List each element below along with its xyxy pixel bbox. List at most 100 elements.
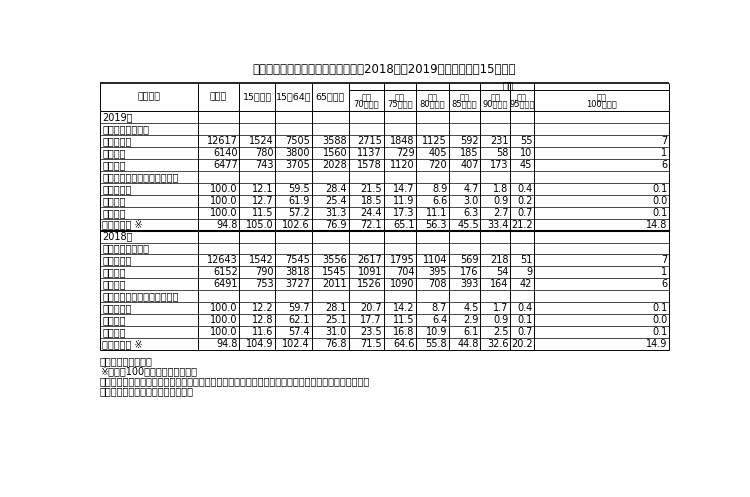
Text: 男女計: 男女計: [102, 255, 132, 265]
Text: 164: 164: [490, 279, 508, 289]
Text: うち: うち: [503, 82, 515, 91]
Text: 61.9: 61.9: [289, 196, 310, 206]
Text: 25.4: 25.4: [326, 196, 347, 206]
Text: 15歳未満: 15歳未満: [243, 92, 272, 101]
Text: 28.4: 28.4: [326, 184, 347, 194]
Text: 95歳以上: 95歳以上: [509, 99, 535, 108]
Text: 0.1: 0.1: [652, 303, 668, 313]
Text: 76.9: 76.9: [326, 220, 347, 230]
Text: うち: うち: [596, 93, 606, 102]
Text: うち: うち: [460, 93, 470, 102]
Text: 59.7: 59.7: [288, 303, 310, 313]
Text: 表１　年齢３区分別人口及び割合（2018年、2019年）－　９月15日現在: 表１ 年齢３区分別人口及び割合（2018年、2019年）－ ９月15日現在: [253, 63, 516, 76]
Text: 8.9: 8.9: [432, 184, 447, 194]
Text: 790: 790: [255, 267, 274, 277]
Text: 人　口（万人）: 人 口（万人）: [102, 244, 149, 253]
Text: 780: 780: [255, 148, 274, 158]
Text: 62.1: 62.1: [289, 315, 310, 325]
Text: 2.9: 2.9: [464, 315, 479, 325]
Text: 0.1: 0.1: [652, 208, 668, 218]
Text: 4.7: 4.7: [464, 184, 479, 194]
Text: 14.9: 14.9: [646, 339, 668, 349]
Text: うち: うち: [490, 93, 500, 102]
Text: 3818: 3818: [286, 267, 310, 277]
Text: 31.0: 31.0: [326, 327, 347, 337]
Text: 1125: 1125: [422, 136, 447, 146]
Text: 6152: 6152: [213, 267, 238, 277]
Text: うち: うち: [427, 93, 437, 102]
Text: 729: 729: [396, 148, 415, 158]
Text: 100.0: 100.0: [211, 315, 238, 325]
Text: 57.2: 57.2: [288, 208, 310, 218]
Text: 6.4: 6.4: [432, 315, 447, 325]
Text: 76.8: 76.8: [326, 339, 347, 349]
Text: 1091: 1091: [358, 267, 382, 277]
Text: 7545: 7545: [285, 255, 310, 265]
Text: 6: 6: [662, 279, 668, 289]
Text: 100.0: 100.0: [211, 327, 238, 337]
Text: 1120: 1120: [390, 160, 415, 170]
Text: 0.1: 0.1: [652, 184, 668, 194]
Text: 0.4: 0.4: [518, 303, 532, 313]
Text: 704: 704: [396, 267, 415, 277]
Text: 70歳以上: 70歳以上: [353, 99, 379, 108]
Text: 90歳以上: 90歳以上: [482, 99, 508, 108]
Text: 総人口: 総人口: [210, 92, 227, 101]
Text: 2028: 2028: [322, 160, 347, 170]
Text: 45.5: 45.5: [458, 220, 479, 230]
Text: 102.6: 102.6: [282, 220, 310, 230]
Text: 393: 393: [460, 279, 479, 289]
Text: 男女計: 男女計: [102, 136, 132, 146]
Text: 3727: 3727: [285, 279, 310, 289]
Text: 55.8: 55.8: [425, 339, 447, 349]
Text: 男: 男: [102, 196, 126, 206]
Text: 8.7: 8.7: [432, 303, 447, 313]
Text: 17.3: 17.3: [393, 208, 415, 218]
Text: 12.1: 12.1: [252, 184, 274, 194]
Text: 28.1: 28.1: [326, 303, 347, 313]
Text: 100.0: 100.0: [211, 196, 238, 206]
Text: 3556: 3556: [322, 255, 347, 265]
Text: 18.5: 18.5: [361, 196, 382, 206]
Text: 女: 女: [102, 279, 126, 289]
Text: 1.8: 1.8: [494, 184, 508, 194]
Text: 100.0: 100.0: [211, 303, 238, 313]
Text: 231: 231: [490, 136, 508, 146]
Text: 6.1: 6.1: [464, 327, 479, 337]
Text: 1090: 1090: [390, 279, 415, 289]
Text: 6140: 6140: [214, 148, 238, 158]
Text: 3.0: 3.0: [464, 196, 479, 206]
Text: 64.6: 64.6: [393, 339, 415, 349]
Text: 11.1: 11.1: [426, 208, 447, 218]
Text: 2617: 2617: [357, 255, 382, 265]
Text: 資料：「人口推計」: 資料：「人口推計」: [100, 356, 153, 366]
Text: 176: 176: [460, 267, 479, 277]
Text: 708: 708: [429, 279, 447, 289]
Text: 6491: 6491: [214, 279, 238, 289]
Text: 42: 42: [520, 279, 532, 289]
Text: 592: 592: [460, 136, 479, 146]
Text: 218: 218: [490, 255, 508, 265]
Text: 65.1: 65.1: [393, 220, 415, 230]
Text: 20.7: 20.7: [361, 303, 382, 313]
Text: 注）表中の数値は、単位未満を四捨五入しているため、合計の数値と内訳の計が一致しない場合がある: 注）表中の数値は、単位未満を四捨五入しているため、合計の数値と内訳の計が一致しな…: [100, 376, 370, 386]
Text: 7: 7: [661, 136, 668, 146]
Text: 105.0: 105.0: [246, 220, 274, 230]
Text: 1104: 1104: [423, 255, 447, 265]
Text: 2.5: 2.5: [493, 327, 508, 337]
Text: 9: 9: [526, 267, 532, 277]
Text: 75歳以上: 75歳以上: [387, 99, 412, 108]
Text: 20.2: 20.2: [511, 339, 532, 349]
Text: 71.5: 71.5: [361, 339, 382, 349]
Text: 0.0: 0.0: [652, 196, 668, 206]
Text: 395: 395: [429, 267, 447, 277]
Text: 0.9: 0.9: [494, 196, 508, 206]
Text: 31.3: 31.3: [326, 208, 347, 218]
Text: 0.2: 0.2: [517, 196, 532, 206]
Text: 15～64歳: 15～64歳: [275, 92, 311, 101]
Text: 0.7: 0.7: [517, 327, 532, 337]
Text: 720: 720: [428, 160, 447, 170]
Text: 0.0: 0.0: [652, 315, 668, 325]
Text: うち: うち: [517, 93, 527, 102]
Text: 2715: 2715: [357, 136, 382, 146]
